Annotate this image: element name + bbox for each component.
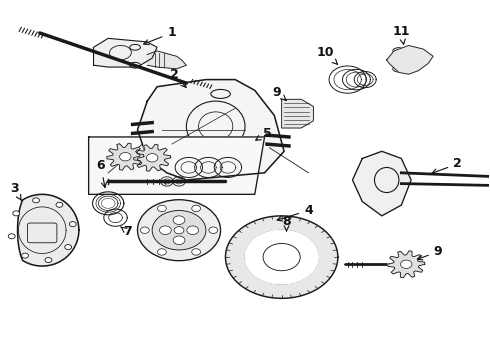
Circle shape: [120, 153, 131, 161]
Circle shape: [22, 253, 28, 258]
Circle shape: [45, 257, 52, 262]
Text: 1: 1: [144, 27, 176, 45]
Circle shape: [192, 249, 200, 255]
Text: 9: 9: [272, 86, 286, 100]
Circle shape: [400, 260, 412, 269]
Circle shape: [138, 200, 220, 261]
Polygon shape: [89, 137, 265, 194]
Text: 8: 8: [282, 215, 291, 231]
Circle shape: [187, 226, 198, 234]
Circle shape: [263, 243, 300, 271]
Circle shape: [173, 236, 185, 244]
Polygon shape: [94, 39, 157, 67]
Circle shape: [69, 222, 76, 227]
Circle shape: [147, 154, 158, 162]
Text: 4: 4: [277, 204, 313, 221]
Polygon shape: [107, 143, 144, 170]
Polygon shape: [388, 251, 425, 278]
Text: 3: 3: [10, 183, 22, 201]
Circle shape: [33, 198, 40, 203]
Polygon shape: [134, 144, 171, 171]
Text: 2: 2: [432, 157, 462, 174]
Polygon shape: [18, 194, 79, 266]
Polygon shape: [387, 45, 433, 74]
Polygon shape: [245, 230, 318, 284]
Circle shape: [152, 211, 206, 250]
Text: 9: 9: [417, 245, 442, 260]
Circle shape: [209, 227, 218, 233]
Polygon shape: [352, 151, 411, 216]
Text: 11: 11: [392, 25, 410, 44]
Circle shape: [405, 53, 422, 66]
Text: 5: 5: [256, 127, 271, 140]
Circle shape: [158, 205, 166, 212]
Polygon shape: [147, 51, 186, 69]
Circle shape: [173, 216, 185, 225]
Circle shape: [159, 226, 171, 234]
Circle shape: [13, 211, 20, 216]
Circle shape: [8, 234, 15, 239]
Text: 2: 2: [170, 68, 186, 87]
Polygon shape: [225, 216, 338, 298]
Text: 6: 6: [97, 159, 106, 188]
Text: 7: 7: [121, 225, 132, 238]
Circle shape: [174, 226, 184, 234]
Circle shape: [141, 227, 149, 233]
Circle shape: [158, 249, 166, 255]
Text: 10: 10: [317, 46, 338, 64]
Circle shape: [192, 205, 200, 212]
Circle shape: [65, 244, 72, 249]
Circle shape: [56, 202, 63, 207]
Polygon shape: [282, 99, 314, 128]
Polygon shape: [138, 80, 284, 180]
